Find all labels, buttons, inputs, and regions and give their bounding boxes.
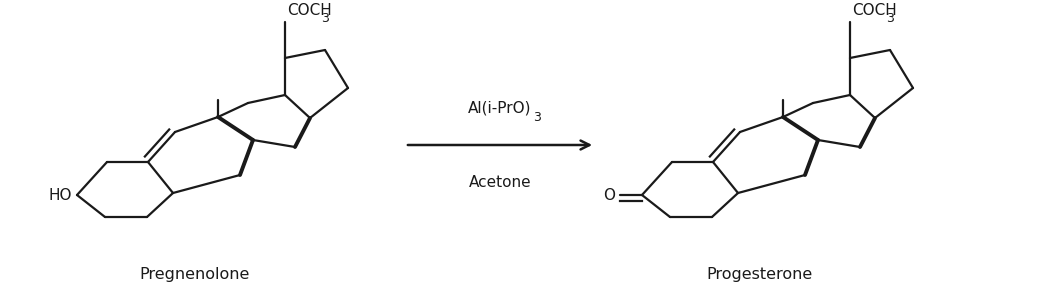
Text: COCH: COCH xyxy=(287,3,332,18)
Text: Al(i-PrO): Al(i-PrO) xyxy=(469,100,532,115)
Text: HO: HO xyxy=(49,187,72,202)
Text: COCH: COCH xyxy=(852,3,897,18)
Text: 3: 3 xyxy=(887,12,894,25)
Text: 3: 3 xyxy=(321,12,330,25)
Text: 3: 3 xyxy=(533,111,541,124)
Text: Acetone: Acetone xyxy=(469,175,531,190)
Text: Pregnenolone: Pregnenolone xyxy=(140,268,250,283)
Text: O: O xyxy=(602,187,615,202)
Text: Progesterone: Progesterone xyxy=(707,268,813,283)
